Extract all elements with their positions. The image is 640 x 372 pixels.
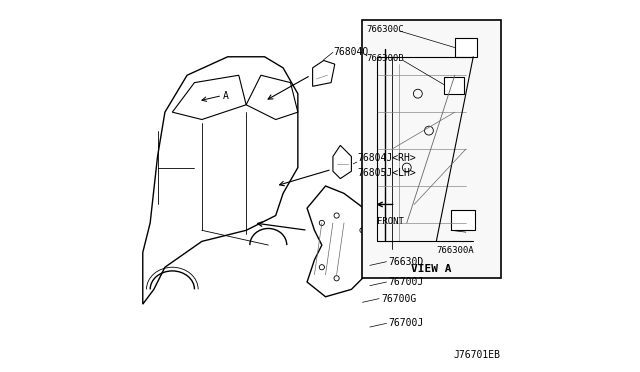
Text: A: A [223, 90, 228, 100]
Text: 76700J: 76700J [388, 277, 424, 287]
Bar [444, 77, 464, 94]
Text: FRONT: FRONT [377, 217, 404, 225]
Text: 766300C: 766300C [366, 25, 404, 34]
Text: 76805J<LH>: 76805J<LH> [357, 168, 415, 178]
Text: 766300B: 766300B [366, 54, 404, 63]
Text: 76700G: 76700G [381, 294, 416, 304]
Text: VIEW A: VIEW A [412, 264, 452, 274]
Bar [362, 20, 501, 278]
Text: 76804Q: 76804Q [333, 46, 368, 56]
Bar [455, 38, 477, 57]
Text: 76700J: 76700J [388, 318, 424, 328]
Bar [451, 210, 475, 230]
Text: 76804J<RH>: 76804J<RH> [357, 153, 415, 163]
Text: 76630D: 76630D [388, 257, 424, 267]
Text: J76701EB: J76701EB [454, 350, 501, 359]
Text: 766300A: 766300A [436, 246, 474, 255]
